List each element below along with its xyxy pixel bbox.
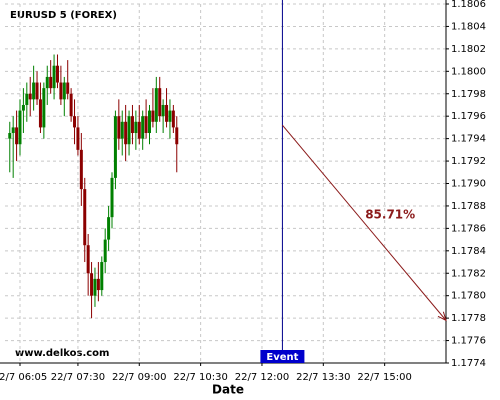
x-tick-label: 22/7 06:05 <box>0 372 47 383</box>
event-label-box <box>260 350 305 363</box>
y-tick-label: 1.1788 <box>451 201 486 212</box>
candle-body <box>171 110 175 128</box>
y-tick-label: 1.1774 <box>451 358 486 369</box>
candle-body <box>55 65 59 83</box>
x-tick-label: 22/7 15:00 <box>357 372 411 383</box>
candle-body <box>8 133 12 139</box>
x-axis-label: Date <box>212 383 244 397</box>
candle-body <box>165 104 169 122</box>
candle-body <box>120 121 124 139</box>
y-tick-label: 1.1802 <box>451 44 486 55</box>
candle-body <box>144 116 148 134</box>
arrow-head <box>437 311 447 322</box>
candle-body <box>62 82 66 100</box>
candle-body <box>42 88 46 128</box>
y-tick-label: 1.1792 <box>451 156 486 167</box>
candle-body <box>28 93 32 100</box>
candle-body <box>15 127 19 145</box>
candle-body <box>96 278 100 291</box>
x-tick-label: 22/7 13:30 <box>296 372 350 383</box>
candle-body <box>154 88 158 122</box>
candle-body <box>76 127 80 150</box>
candle-body <box>134 121 138 134</box>
candle-body <box>79 149 83 190</box>
y-tick-label: 1.1798 <box>451 89 486 100</box>
candle-body <box>148 110 152 134</box>
y-tick-label: 1.1776 <box>451 336 486 347</box>
y-tick-label: 1.1800 <box>451 66 486 77</box>
candle-body <box>151 110 155 122</box>
candle-body <box>127 116 131 145</box>
candle-body <box>158 88 162 117</box>
x-tick-label: 22/7 10:30 <box>173 372 227 383</box>
watermark: www.delkos.com <box>15 348 109 359</box>
candle-body <box>168 110 172 122</box>
y-tick-label: 1.1804 <box>451 21 486 32</box>
y-tick-label: 1.1780 <box>451 291 486 302</box>
candle-body <box>86 245 90 274</box>
candle-body <box>113 116 117 178</box>
candle-body <box>130 116 134 134</box>
prediction-label: 85.71% <box>365 207 415 221</box>
candle-body <box>83 189 87 246</box>
candle-body <box>21 104 25 111</box>
y-tick-label: 1.1778 <box>451 313 486 324</box>
candle-body <box>11 127 15 134</box>
candle-body <box>117 116 121 139</box>
candle-body <box>137 121 141 139</box>
candle-body <box>69 93 73 117</box>
candle-body <box>66 82 70 94</box>
event-label: Event <box>266 352 298 363</box>
candle-body <box>18 110 22 145</box>
candle-body <box>35 82 39 100</box>
candle-body <box>59 82 63 100</box>
candle-body <box>25 93 29 105</box>
candle-body <box>161 104 165 117</box>
x-tick-label: 22/7 07:30 <box>51 372 105 383</box>
y-tick-label: 1.1790 <box>451 179 486 190</box>
candle-body <box>32 82 36 100</box>
candle-body <box>124 121 128 145</box>
candle-body <box>107 217 111 240</box>
candle-body <box>90 273 94 296</box>
candle-body <box>100 262 104 291</box>
candle-body <box>141 116 145 139</box>
chart-title: EURUSD 5 (FOREX) <box>10 10 117 21</box>
candle-body <box>103 239 107 263</box>
candle-body <box>49 76 53 89</box>
y-tick-label: 1.1782 <box>451 268 486 279</box>
y-tick-label: 1.1806 <box>451 0 486 10</box>
y-tick-label: 1.1794 <box>451 134 486 145</box>
candle-body <box>45 76 49 89</box>
prediction-line <box>282 124 447 321</box>
y-tick-label: 1.1784 <box>451 246 486 257</box>
candle-body <box>175 127 179 145</box>
candle-body <box>110 177 114 218</box>
y-tick-label: 1.1796 <box>451 111 486 122</box>
x-tick-label: 22/7 09:00 <box>112 372 166 383</box>
x-tick-label: 22/7 12:00 <box>235 372 289 383</box>
candle-body <box>52 65 56 89</box>
candle-body <box>93 278 97 296</box>
candle-body <box>38 99 42 128</box>
candle-body <box>73 116 77 128</box>
y-tick-label: 1.1786 <box>451 223 486 234</box>
